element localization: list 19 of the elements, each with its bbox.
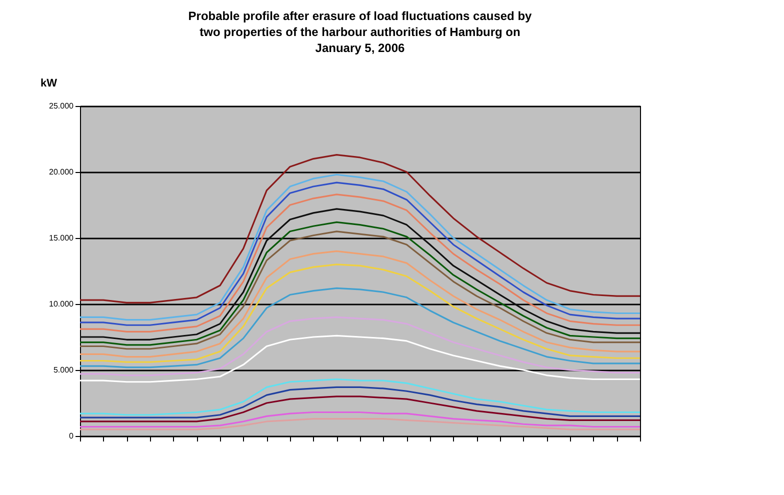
- chart-title: Probable profile after erasure of load fluctuations caused by two properties of the harbour authorities of Hamburg on January 5, 2006: [188, 9, 532, 55]
- line-series: [79, 154, 641, 304]
- line-series: [79, 386, 641, 418]
- line-series: [79, 250, 641, 358]
- line-series: [79, 264, 641, 363]
- line-series: [79, 334, 641, 383]
- y-tick-label: 0: [69, 432, 74, 440]
- line-series: [79, 418, 641, 430]
- y-tick-label: 20.000: [49, 168, 74, 176]
- y-tick-label: 10.000: [49, 300, 74, 308]
- line-series: [79, 396, 641, 422]
- y-axis-title: kW: [40, 78, 58, 90]
- line-series: [79, 378, 641, 416]
- line-series: [79, 411, 641, 428]
- y-tick-label: 25.000: [49, 102, 74, 110]
- y-tick-label: 15.000: [49, 234, 74, 242]
- line-series: [79, 316, 641, 376]
- line-series: [79, 287, 641, 368]
- y-tick-label: 5.000: [53, 366, 74, 374]
